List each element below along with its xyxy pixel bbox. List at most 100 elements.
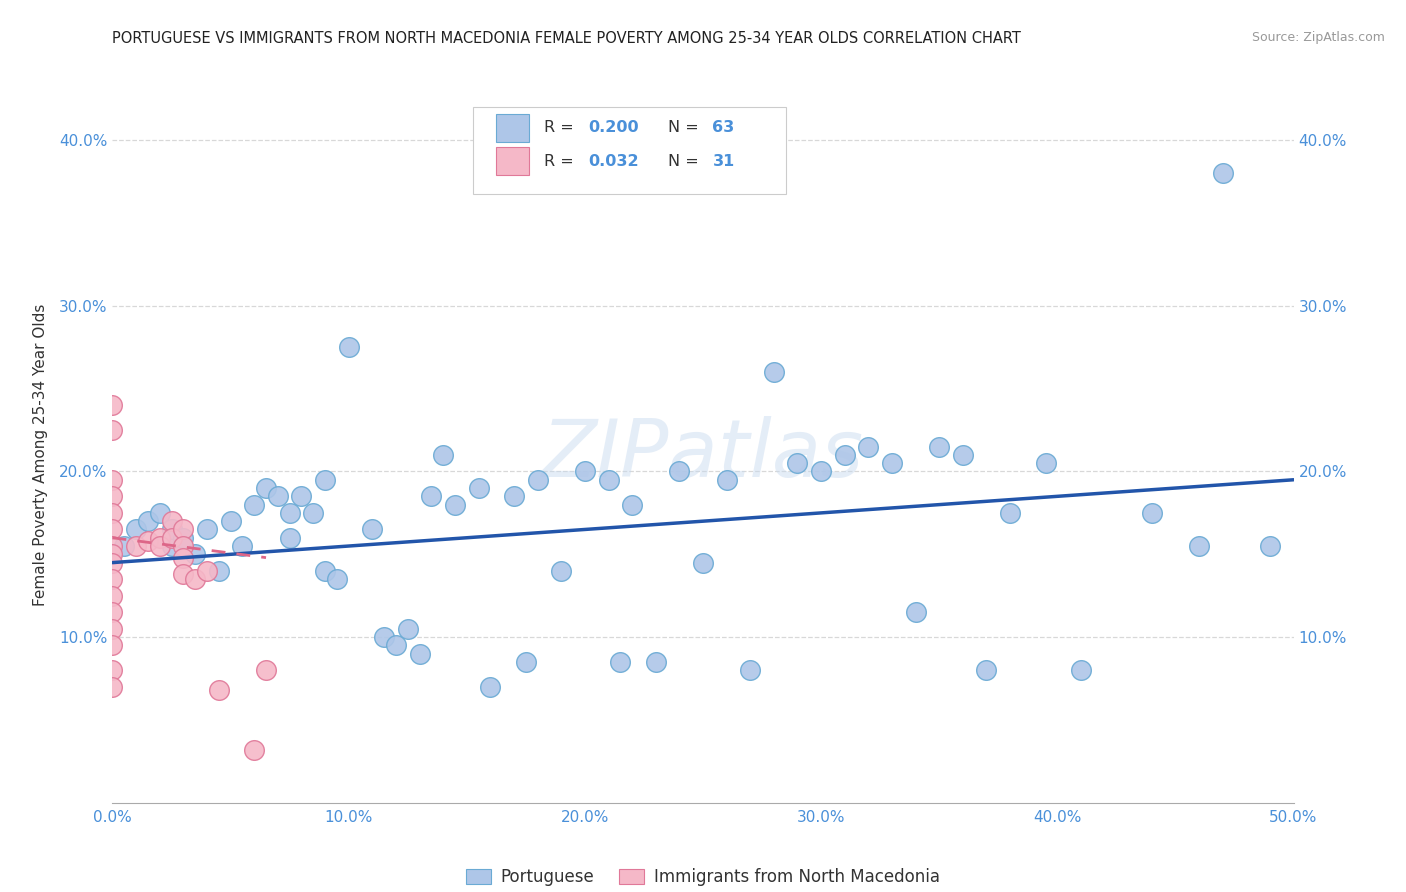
Point <box>101 398 124 412</box>
Text: N =: N = <box>668 120 703 136</box>
Point <box>101 622 124 636</box>
Text: ZIPatlas: ZIPatlas <box>541 416 865 494</box>
Point <box>184 547 207 561</box>
Point <box>326 572 349 586</box>
Point <box>302 506 325 520</box>
Text: R =: R = <box>544 120 578 136</box>
Point <box>101 506 124 520</box>
FancyBboxPatch shape <box>496 147 530 175</box>
Point <box>101 489 124 503</box>
Point <box>952 448 974 462</box>
Point <box>467 481 489 495</box>
Point <box>208 564 231 578</box>
Point <box>160 523 183 537</box>
Point <box>231 539 253 553</box>
Point <box>396 622 419 636</box>
Point <box>101 523 124 537</box>
Point <box>373 630 395 644</box>
Point <box>208 683 231 698</box>
Point <box>385 639 408 653</box>
Point <box>810 465 832 479</box>
Point <box>278 506 301 520</box>
Point <box>101 423 124 437</box>
Point <box>880 456 903 470</box>
Point <box>420 489 443 503</box>
Point <box>550 564 572 578</box>
Point <box>904 605 927 619</box>
Point <box>740 663 762 677</box>
Point <box>149 506 172 520</box>
Point <box>976 663 998 677</box>
Point <box>125 539 148 553</box>
Point <box>278 531 301 545</box>
Point <box>408 647 430 661</box>
Point <box>692 556 714 570</box>
Point <box>1258 539 1281 553</box>
Point <box>172 531 194 545</box>
Point <box>479 680 502 694</box>
Legend: Portuguese, Immigrants from North Macedonia: Portuguese, Immigrants from North Macedo… <box>458 862 948 892</box>
Point <box>1035 456 1057 470</box>
Text: 0.032: 0.032 <box>589 153 640 169</box>
Point <box>668 465 690 479</box>
Point <box>716 473 738 487</box>
Point <box>609 655 631 669</box>
Point <box>136 534 159 549</box>
Point <box>160 531 183 545</box>
Point <box>290 489 312 503</box>
Point <box>444 498 467 512</box>
Point <box>101 556 124 570</box>
Point <box>361 523 384 537</box>
Point <box>621 498 644 512</box>
Point <box>337 340 360 354</box>
Point <box>160 539 183 553</box>
Point <box>184 572 207 586</box>
Point <box>172 550 194 565</box>
Point <box>101 473 124 487</box>
Point <box>195 564 218 578</box>
Point <box>112 539 135 553</box>
Text: 0.200: 0.200 <box>589 120 640 136</box>
FancyBboxPatch shape <box>496 114 530 142</box>
Point <box>254 663 277 677</box>
Point <box>172 523 194 537</box>
Text: 63: 63 <box>713 120 735 136</box>
Point <box>219 514 242 528</box>
Point <box>1188 539 1211 553</box>
Point <box>101 605 124 619</box>
Point <box>314 564 336 578</box>
Point <box>786 456 808 470</box>
Point <box>101 572 124 586</box>
Point <box>503 489 526 503</box>
Point <box>172 567 194 582</box>
Point <box>1212 166 1234 180</box>
Point <box>101 639 124 653</box>
Point <box>101 680 124 694</box>
Point <box>160 514 183 528</box>
FancyBboxPatch shape <box>472 107 786 194</box>
Point <box>432 448 454 462</box>
Point <box>101 589 124 603</box>
Point <box>101 539 124 553</box>
Point <box>314 473 336 487</box>
Point <box>928 440 950 454</box>
Point <box>195 523 218 537</box>
Text: PORTUGUESE VS IMMIGRANTS FROM NORTH MACEDONIA FEMALE POVERTY AMONG 25-34 YEAR OL: PORTUGUESE VS IMMIGRANTS FROM NORTH MACE… <box>112 31 1021 46</box>
Point <box>101 663 124 677</box>
Point <box>243 743 266 757</box>
Point <box>125 523 148 537</box>
Point <box>598 473 620 487</box>
Point <box>267 489 290 503</box>
Text: R =: R = <box>544 153 578 169</box>
Text: Source: ZipAtlas.com: Source: ZipAtlas.com <box>1251 31 1385 45</box>
Point <box>526 473 548 487</box>
Point <box>136 514 159 528</box>
Point <box>254 481 277 495</box>
Y-axis label: Female Poverty Among 25-34 Year Olds: Female Poverty Among 25-34 Year Olds <box>32 304 48 606</box>
Point <box>101 547 124 561</box>
Point <box>515 655 537 669</box>
Text: 31: 31 <box>713 153 735 169</box>
Point <box>1140 506 1163 520</box>
Point <box>149 531 172 545</box>
Point <box>644 655 666 669</box>
